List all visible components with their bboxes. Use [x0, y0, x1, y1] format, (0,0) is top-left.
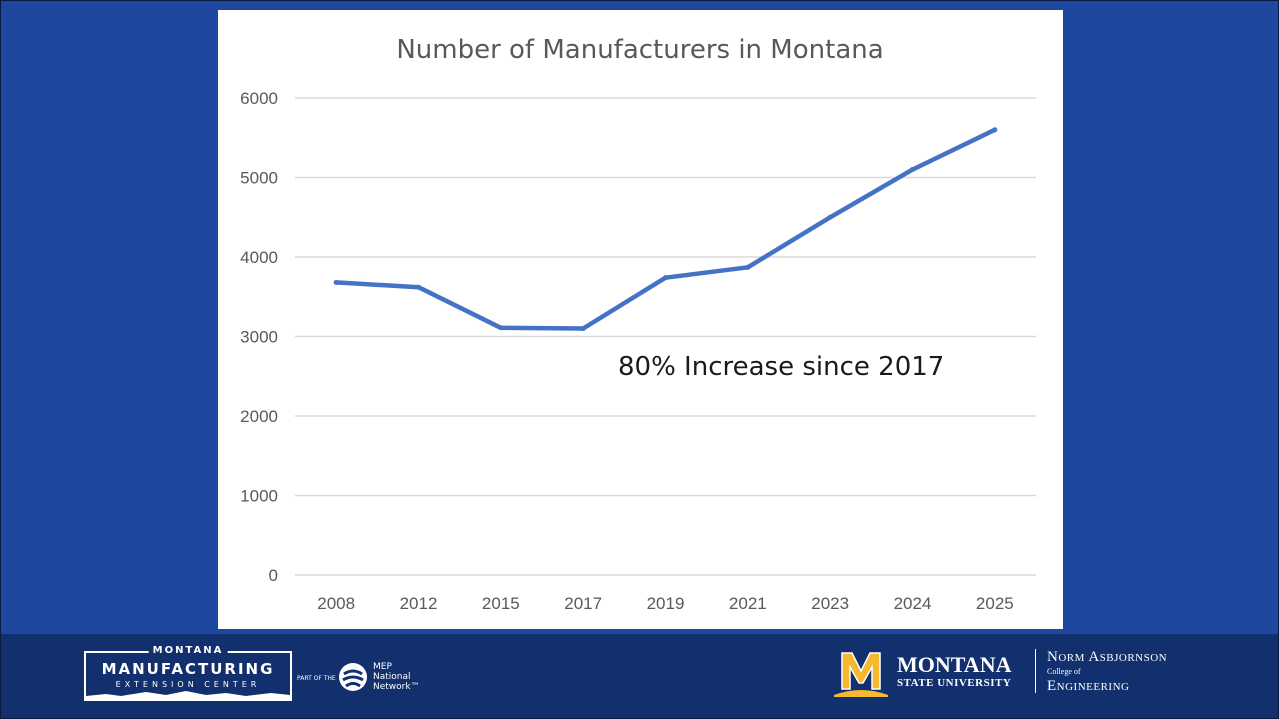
- data-point: [745, 264, 751, 270]
- y-tick-label: 5000: [240, 169, 278, 188]
- coe-name-line2: College of: [1047, 667, 1081, 676]
- footer-divider: [1035, 649, 1036, 693]
- mmec-logo-top: MONTANA: [148, 645, 228, 656]
- x-tick-label: 2021: [729, 594, 767, 613]
- line-chart: Number of Manufacturers in Montana 0 1000 2…: [240, 35, 1036, 613]
- msu-subtitle: STATE UNIVERSITY: [897, 677, 1012, 689]
- chart-panel: Number of Manufacturers in Montana 0 1000 2…: [218, 10, 1063, 629]
- chart-title: Number of Manufacturers in Montana: [396, 35, 883, 65]
- data-point: [580, 326, 586, 332]
- y-tick-label: 6000: [240, 89, 278, 108]
- data-point: [992, 127, 998, 133]
- x-tick-label: 2023: [811, 594, 849, 613]
- msu-name: MONTANA: [897, 652, 1012, 677]
- x-tick-label: 2017: [564, 594, 602, 613]
- msu-m-logo-icon: [834, 652, 888, 697]
- mep-network-icon: [339, 663, 367, 691]
- data-point: [333, 279, 339, 285]
- x-tick-label: 2012: [400, 594, 438, 613]
- coe-name-line1: Norm Asbjornson: [1047, 649, 1168, 665]
- data-point: [498, 325, 504, 331]
- mountains-icon: [86, 691, 290, 699]
- data-point: [416, 284, 421, 290]
- x-tick-label: 2019: [647, 594, 685, 613]
- mep-label-line1: MEP: [373, 662, 392, 672]
- y-tick-label: 2000: [240, 407, 278, 426]
- series-line: [333, 127, 998, 331]
- x-tick-label: 2015: [482, 594, 520, 613]
- x-tick-label: 2025: [976, 594, 1014, 613]
- mmec-logo: MONTANA MANUFACTURING EXTENSION CENTER: [84, 645, 292, 701]
- x-tick-label: 2008: [317, 594, 355, 613]
- y-tick-label: 4000: [240, 248, 278, 267]
- mmec-logo-sub: EXTENSION CENTER: [115, 680, 261, 689]
- y-tick-label: 3000: [240, 328, 278, 347]
- y-tick-label: 1000: [240, 487, 278, 506]
- part-of-label: PART OF THE: [297, 675, 336, 682]
- mep-label-line2: National: [373, 672, 411, 682]
- annotation-text: 80% Increase since 2017: [618, 352, 944, 382]
- data-point: [910, 167, 915, 173]
- mep-network-label: MEP National Network™: [373, 662, 420, 692]
- coe-name-line3: Engineering: [1047, 678, 1130, 694]
- x-tick-label: 2024: [894, 594, 932, 613]
- mmec-logo-main: MANUFACTURING: [101, 660, 275, 678]
- data-point: [827, 214, 833, 220]
- data-point: [663, 275, 668, 281]
- mep-label-line3: Network™: [373, 682, 420, 692]
- y-tick-label: 0: [269, 566, 278, 585]
